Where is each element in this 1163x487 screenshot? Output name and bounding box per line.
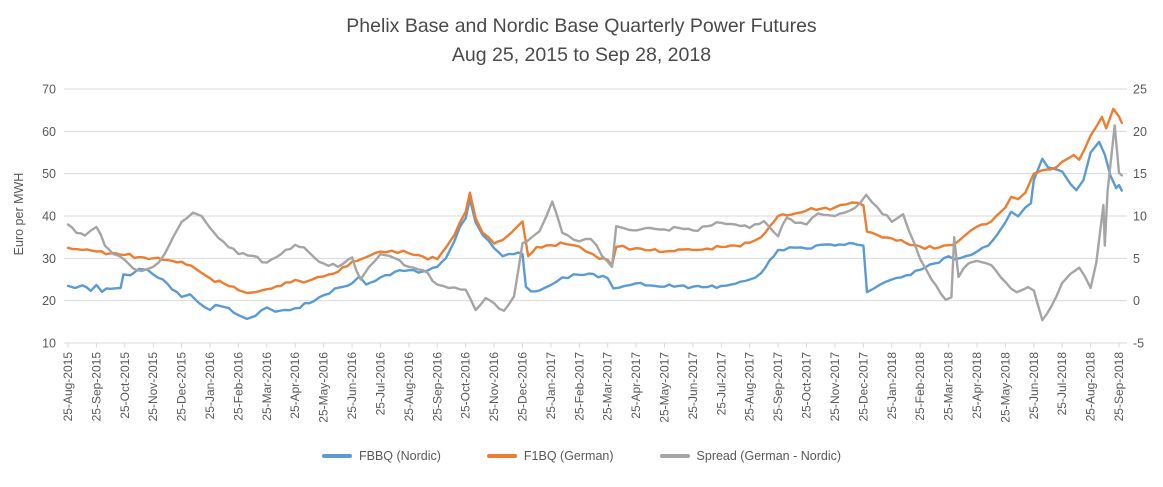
- x-axis-tick-label: 25-Jul-2016: [373, 352, 387, 416]
- right-axis-tick-label: -5: [1133, 337, 1144, 351]
- chart-title: Phelix Base and Nordic Base Quarterly Po…: [346, 15, 817, 37]
- x-axis-tick-label: 25-Nov-2016: [487, 352, 501, 422]
- x-axis-tick-label: 25-Mar-2017: [601, 352, 615, 421]
- right-axis-tick-label: 0: [1133, 294, 1140, 308]
- x-axis-tick-label: 25-Sep-2018: [1112, 352, 1126, 422]
- left-axis-tick-label: 10: [42, 337, 56, 351]
- x-axis-tick-label: 25-Aug-2016: [402, 352, 416, 422]
- x-axis-tick-label: 25-Mar-2016: [260, 352, 274, 421]
- x-axis-tick-label: 25-Sep-2016: [430, 352, 444, 422]
- left-axis-tick-label: 30: [42, 252, 56, 266]
- x-axis-tick-label: 25-Oct-2016: [459, 352, 473, 419]
- x-axis-tick-label: 25-Dec-2017: [856, 352, 870, 422]
- x-axis-tick-label: 25-Dec-2015: [175, 352, 189, 422]
- x-axis-tick-label: 25-Nov-2015: [146, 352, 160, 422]
- legend-label: F1BQ (German): [523, 449, 614, 463]
- x-axis-tick-label: 25-Oct-2017: [800, 352, 814, 419]
- right-axis-tick-label: 5: [1133, 252, 1140, 266]
- right-axis-tick-label: 10: [1133, 210, 1147, 224]
- x-axis-tick-label: 25-Jul-2018: [1055, 352, 1069, 416]
- x-axis-tick-label: 25-Aug-2017: [743, 352, 757, 422]
- x-axis-tick-label: 25-Jun-2016: [345, 352, 359, 420]
- x-axis-tick-label: 25-Jul-2017: [714, 352, 728, 416]
- x-axis-tick-label: 25-Jan-2017: [544, 352, 558, 420]
- x-axis-tick-label: 25-Jun-2018: [1027, 352, 1041, 420]
- x-axis-tick-label: 25-Jan-2018: [885, 352, 899, 420]
- right-axis-tick-label: 25: [1133, 83, 1147, 97]
- legend-line-swatch: [321, 454, 352, 458]
- x-axis-tick-label: 25-Feb-2018: [913, 352, 927, 421]
- series-line-spread: [66, 124, 1124, 322]
- x-axis-tick-label: 25-Apr-2016: [288, 352, 302, 419]
- x-axis-tick-label: 25-Nov-2017: [828, 352, 842, 422]
- x-axis-tick-label: 25-Oct-2015: [118, 352, 132, 419]
- left-axis-tick-label: 50: [42, 167, 56, 181]
- x-axis-tick-label: 25-Aug-2015: [61, 352, 75, 422]
- right-axis-tick-label: 15: [1133, 167, 1147, 181]
- x-axis-tick-label: 25-May-2016: [317, 352, 331, 423]
- x-axis-tick-label: 25-Apr-2018: [970, 352, 984, 419]
- left-axis-tick-label: 60: [42, 125, 56, 139]
- x-axis-tick-label: 25-Aug-2018: [1084, 352, 1098, 422]
- x-axis-tick-label: 25-May-2017: [658, 352, 672, 423]
- x-axis-tick-label: 25-Jun-2017: [686, 352, 700, 420]
- x-axis-tick-label: 25-Mar-2018: [942, 352, 956, 421]
- chart-legend: FBBQ (Nordic) F1BQ (German) Spread (German…: [0, 449, 1163, 463]
- legend-line-swatch: [486, 454, 517, 458]
- chart-subtitle: Aug 25, 2015 to Sep 28, 2018: [451, 44, 712, 66]
- x-axis-tick-label: 25-May-2018: [998, 352, 1012, 423]
- legend-item-nordic: FBBQ (Nordic): [321, 449, 441, 463]
- legend-line-swatch: [659, 454, 690, 458]
- left-axis-tick-label: 40: [42, 210, 56, 224]
- x-axis-tick-label: 25-Apr-2017: [629, 352, 643, 419]
- series-line-german: [66, 107, 1124, 295]
- legend-item-spread: Spread (German - Nordic): [659, 449, 842, 463]
- x-axis-tick-label: 25-Feb-2017: [572, 352, 586, 421]
- chart-title-block: Phelix Base and Nordic Base Quarterly Po…: [0, 12, 1163, 70]
- left-axis-tick-label: 20: [42, 294, 56, 308]
- legend-item-german: F1BQ (German): [486, 449, 614, 463]
- legend-label: FBBQ (Nordic): [358, 449, 441, 463]
- left-axis-tick-label: 70: [42, 83, 56, 97]
- x-axis-tick-label: 25-Sep-2017: [771, 352, 785, 422]
- series-line-nordic: [66, 140, 1124, 321]
- right-axis-tick-label: 20: [1133, 125, 1147, 139]
- x-axis-tick-label: 25-Dec-2016: [515, 352, 529, 422]
- x-axis-tick-label: 25-Jan-2016: [203, 352, 217, 420]
- x-axis-tick-label: 25-Feb-2016: [231, 352, 245, 421]
- x-axis-tick-label: 25-Sep-2015: [89, 352, 103, 422]
- legend-label: Spread (German - Nordic): [696, 449, 842, 463]
